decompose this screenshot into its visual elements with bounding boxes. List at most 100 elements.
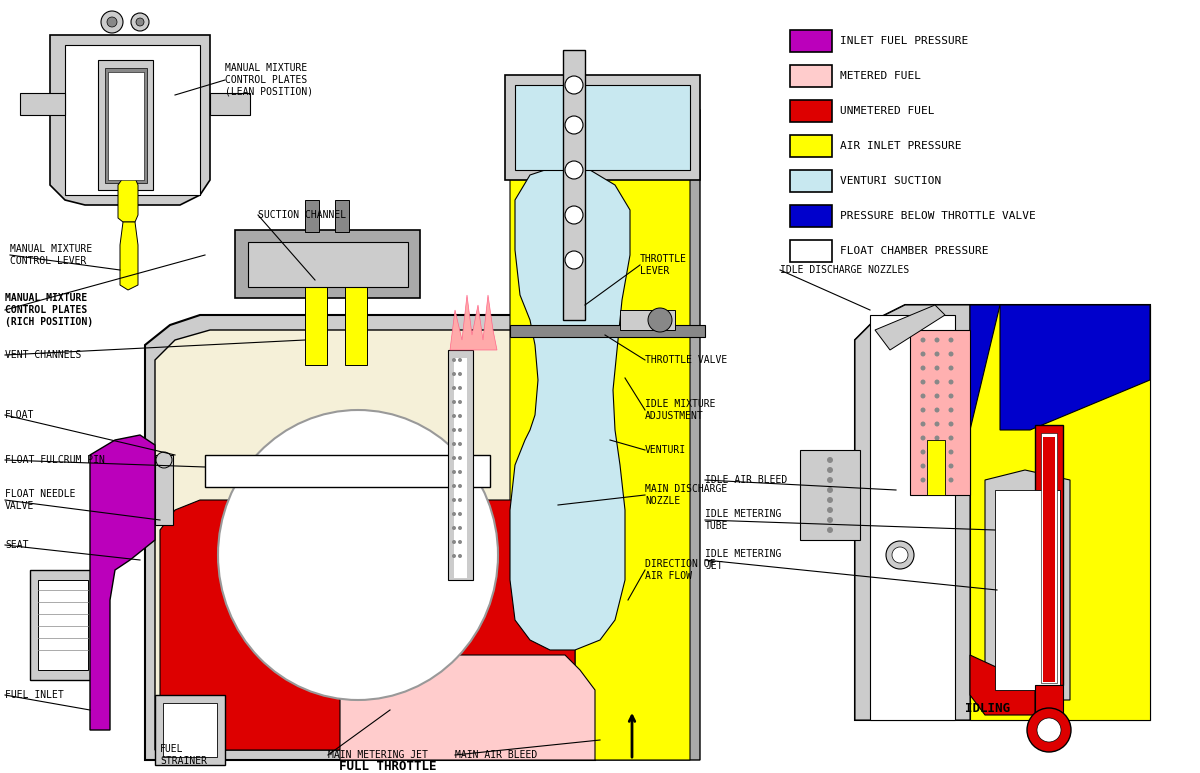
Circle shape (565, 116, 583, 134)
Circle shape (948, 435, 954, 441)
Polygon shape (155, 330, 582, 750)
Circle shape (948, 380, 954, 384)
Circle shape (452, 512, 456, 516)
Circle shape (948, 393, 954, 399)
Bar (30, 570, 95, 680)
Polygon shape (510, 95, 570, 760)
Bar (454, 358, 467, 578)
Circle shape (101, 11, 124, 33)
Circle shape (935, 338, 940, 342)
Circle shape (458, 470, 462, 474)
Circle shape (452, 400, 456, 404)
Circle shape (452, 442, 456, 446)
Bar (510, 325, 704, 337)
Circle shape (458, 526, 462, 530)
Bar (106, 68, 148, 183)
Bar (790, 65, 832, 87)
Ellipse shape (218, 410, 498, 700)
Bar (155, 695, 226, 765)
Circle shape (935, 393, 940, 399)
Bar (910, 330, 970, 495)
Circle shape (452, 456, 456, 460)
Text: FLOAT: FLOAT (5, 410, 35, 420)
Bar (1034, 425, 1063, 685)
Polygon shape (970, 655, 1034, 715)
Polygon shape (875, 305, 944, 350)
Bar (235, 230, 420, 298)
Circle shape (827, 497, 833, 503)
Circle shape (920, 421, 925, 427)
Polygon shape (118, 178, 138, 222)
Text: THROTTLE VALVE: THROTTLE VALVE (646, 355, 727, 365)
Circle shape (565, 206, 583, 224)
Text: MAIN METERING JET: MAIN METERING JET (328, 750, 428, 760)
Bar (65, 45, 200, 195)
Circle shape (827, 477, 833, 483)
Circle shape (565, 76, 583, 94)
Circle shape (458, 540, 462, 544)
Polygon shape (570, 90, 700, 760)
Bar (800, 450, 860, 540)
Circle shape (948, 338, 954, 342)
Polygon shape (854, 305, 970, 720)
Circle shape (948, 407, 954, 413)
Text: METERED FUEL: METERED FUEL (840, 71, 922, 81)
Text: SUCTION CHANNEL: SUCTION CHANNEL (258, 210, 346, 220)
Circle shape (452, 526, 456, 530)
Circle shape (452, 540, 456, 544)
Text: MANUAL MIXTURE
CONTROL PLATES
(LEAN POSITION): MANUAL MIXTURE CONTROL PLATES (LEAN POSI… (226, 63, 313, 97)
Circle shape (920, 435, 925, 441)
Text: FULL THROTTLE: FULL THROTTLE (340, 760, 437, 773)
Text: MAIN AIR BLEED: MAIN AIR BLEED (455, 750, 538, 760)
Bar (335, 200, 349, 232)
Polygon shape (970, 305, 1000, 430)
Circle shape (458, 358, 462, 362)
Circle shape (458, 442, 462, 446)
Text: THROTTLE
LEVER: THROTTLE LEVER (640, 254, 686, 276)
Circle shape (827, 457, 833, 463)
Circle shape (827, 507, 833, 513)
Circle shape (827, 517, 833, 523)
Circle shape (565, 251, 583, 269)
Text: FUEL INLET: FUEL INLET (5, 690, 64, 700)
Circle shape (827, 467, 833, 473)
Polygon shape (340, 655, 595, 760)
Text: IDLE METERING
TUBE: IDLE METERING TUBE (704, 509, 781, 531)
Polygon shape (120, 222, 138, 290)
Circle shape (458, 512, 462, 516)
Circle shape (948, 450, 954, 455)
Bar (790, 30, 832, 52)
Text: FLOAT FULCRUM PIN: FLOAT FULCRUM PIN (5, 455, 104, 465)
Bar (790, 135, 832, 157)
Bar (563, 50, 584, 320)
Bar (515, 85, 690, 170)
Text: MANUAL MIXTURE
CONTROL PLATES
(RICH POSITION): MANUAL MIXTURE CONTROL PLATES (RICH POSI… (5, 294, 94, 327)
Circle shape (452, 414, 456, 418)
Circle shape (452, 554, 456, 558)
Circle shape (156, 452, 172, 468)
Polygon shape (50, 35, 210, 205)
Polygon shape (510, 165, 630, 650)
Bar (1040, 433, 1057, 683)
Bar (20, 93, 65, 115)
Polygon shape (1000, 305, 1150, 430)
Bar (790, 205, 832, 227)
Text: INLET FUEL PRESSURE: INLET FUEL PRESSURE (840, 36, 968, 46)
Text: FLOAT CHAMBER PRESSURE: FLOAT CHAMBER PRESSURE (840, 246, 989, 256)
Circle shape (452, 428, 456, 432)
Text: IDLE MIXTURE
ADJUSTMENT: IDLE MIXTURE ADJUSTMENT (646, 399, 715, 421)
Circle shape (458, 428, 462, 432)
Circle shape (452, 470, 456, 474)
Circle shape (107, 17, 118, 27)
Text: IDLE METERING
JET: IDLE METERING JET (704, 549, 781, 570)
Circle shape (920, 393, 925, 399)
Circle shape (920, 352, 925, 356)
Circle shape (935, 380, 940, 384)
Bar (346, 275, 367, 365)
Circle shape (920, 450, 925, 455)
Circle shape (458, 386, 462, 390)
Text: UNMETERED FUEL: UNMETERED FUEL (840, 106, 935, 116)
Bar (870, 315, 955, 720)
Bar (163, 703, 217, 757)
Circle shape (892, 547, 908, 563)
